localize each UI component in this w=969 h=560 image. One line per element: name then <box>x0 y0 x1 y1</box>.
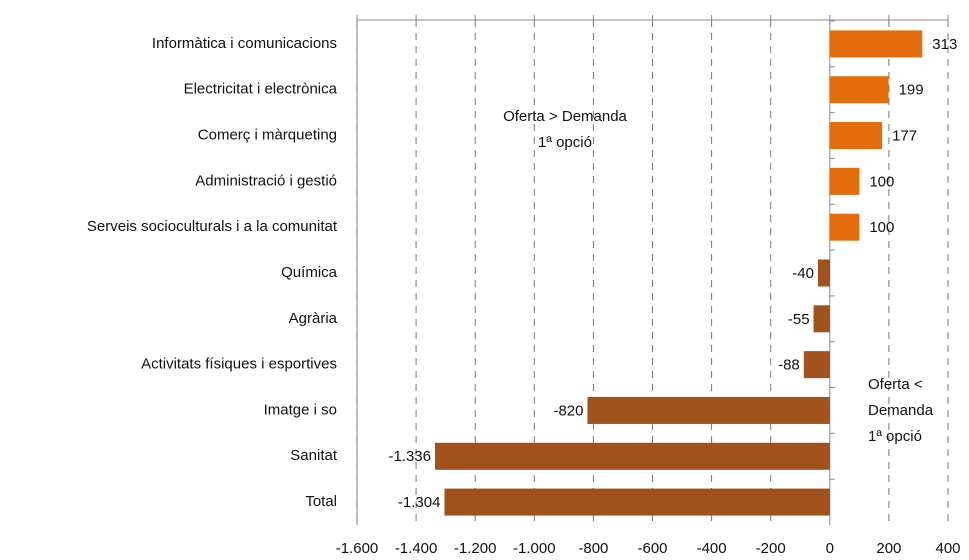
value-label: 100 <box>869 219 894 236</box>
annotation: Demanda <box>868 402 934 419</box>
value-label: -88 <box>778 357 800 374</box>
x-tick-label: 400 <box>935 540 960 557</box>
value-label: 313 <box>932 36 957 53</box>
y-category-label: Electricitat i electrònica <box>184 81 338 98</box>
bar <box>829 167 860 195</box>
value-label: -1.336 <box>388 448 431 465</box>
value-label: -1.304 <box>398 494 441 511</box>
y-category-label: Informàtica i comunicacions <box>152 35 337 52</box>
x-tick-label: -1.000 <box>513 540 556 557</box>
x-tick-label: -200 <box>756 540 786 557</box>
value-label: 199 <box>899 82 924 99</box>
x-tick-label: -600 <box>637 540 667 557</box>
y-category-label: Agrària <box>289 310 338 327</box>
y-category-label: Imatge i so <box>264 401 337 418</box>
bar <box>803 351 830 379</box>
value-label: -40 <box>792 265 814 282</box>
x-tick-label: -400 <box>697 540 727 557</box>
y-category-label: Química <box>281 264 338 281</box>
annotation: Oferta < <box>868 376 923 393</box>
x-tick-label: -1.200 <box>454 540 497 557</box>
annotation: Oferta > Demanda <box>503 108 627 125</box>
y-category-label: Serveis socioculturals i a la comunitat <box>87 218 338 235</box>
bar <box>444 488 830 516</box>
value-label: 177 <box>892 128 917 145</box>
bar <box>829 213 860 241</box>
bar <box>829 76 889 104</box>
x-tick-label: -800 <box>578 540 608 557</box>
bar <box>587 396 830 424</box>
x-tick-label: 0 <box>826 540 834 557</box>
bar <box>817 259 830 287</box>
bar <box>829 30 923 58</box>
value-label: -55 <box>788 311 810 328</box>
bar <box>435 442 830 470</box>
y-category-label: Comerç i màrqueting <box>198 127 337 144</box>
y-category-label: Sanitat <box>290 447 338 464</box>
bar <box>829 122 883 150</box>
value-label: 100 <box>869 173 894 190</box>
y-category-label: Total <box>305 493 337 510</box>
bar <box>813 305 830 333</box>
x-tick-label: -1.400 <box>395 540 438 557</box>
y-category-label: Activitats físiques i esportives <box>141 356 337 373</box>
x-tick-label: 200 <box>876 540 901 557</box>
y-category-label: Administració i gestió <box>195 172 337 189</box>
annotation: 1ª opció <box>538 134 592 151</box>
annotation: 1ª opció <box>868 428 922 445</box>
x-tick-label: -1.600 <box>336 540 379 557</box>
value-label: -820 <box>553 402 583 419</box>
